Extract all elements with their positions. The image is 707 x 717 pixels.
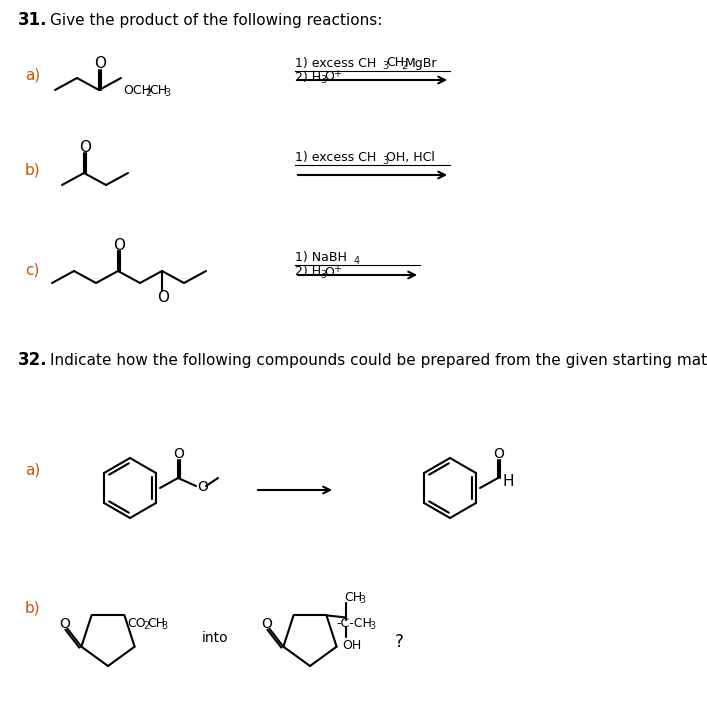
Text: O: O xyxy=(261,617,271,631)
Text: CH: CH xyxy=(149,83,167,97)
Text: MgBr: MgBr xyxy=(405,57,438,70)
Text: CH: CH xyxy=(386,57,404,70)
Text: a): a) xyxy=(25,67,40,82)
Text: 31.: 31. xyxy=(18,11,47,29)
Text: into: into xyxy=(201,631,228,645)
Text: a): a) xyxy=(25,462,40,478)
Text: CH: CH xyxy=(148,617,165,630)
Text: 3: 3 xyxy=(359,595,366,605)
Text: O: O xyxy=(79,140,91,154)
Text: b): b) xyxy=(25,601,40,615)
Text: 32.: 32. xyxy=(18,351,47,369)
Text: O: O xyxy=(113,237,125,252)
Text: OH, HCl: OH, HCl xyxy=(386,151,435,164)
Text: 2: 2 xyxy=(145,88,151,98)
Text: OCH: OCH xyxy=(123,83,151,97)
Text: 1) excess CH: 1) excess CH xyxy=(295,151,376,164)
Text: CO: CO xyxy=(127,617,146,630)
Text: Give the product of the following reactions:: Give the product of the following reacti… xyxy=(50,12,382,27)
Text: -C-CH: -C-CH xyxy=(337,617,373,630)
Text: b): b) xyxy=(25,163,40,178)
Text: OH: OH xyxy=(342,639,362,652)
Text: 3: 3 xyxy=(382,61,388,71)
Text: O: O xyxy=(324,70,334,83)
Text: 2) H: 2) H xyxy=(295,70,321,83)
Text: c): c) xyxy=(25,262,40,277)
Text: 2) H: 2) H xyxy=(295,265,321,278)
Text: H: H xyxy=(502,473,513,488)
Text: 2: 2 xyxy=(144,622,150,632)
Text: O: O xyxy=(94,57,106,72)
Text: 3: 3 xyxy=(320,75,326,85)
Text: +: + xyxy=(333,264,341,274)
Text: 4: 4 xyxy=(354,256,360,266)
Text: 1) excess CH: 1) excess CH xyxy=(295,57,376,70)
Text: O: O xyxy=(493,447,504,461)
Text: O: O xyxy=(197,480,208,494)
Text: 2: 2 xyxy=(401,61,407,71)
Text: Indicate how the following compounds could be prepared from the given starting m: Indicate how the following compounds cou… xyxy=(50,353,707,368)
Text: ?: ? xyxy=(395,633,404,651)
Text: 3: 3 xyxy=(382,156,388,166)
Text: 3: 3 xyxy=(370,622,375,632)
Text: O: O xyxy=(157,290,169,305)
Text: O: O xyxy=(324,265,334,278)
Text: CH: CH xyxy=(344,591,363,604)
Text: 3: 3 xyxy=(164,88,170,98)
Text: +: + xyxy=(333,69,341,79)
Text: 3: 3 xyxy=(320,270,326,280)
Text: O: O xyxy=(59,617,70,631)
Text: 3: 3 xyxy=(161,622,168,632)
Text: 1) NaBH: 1) NaBH xyxy=(295,252,347,265)
Text: O: O xyxy=(173,447,185,461)
